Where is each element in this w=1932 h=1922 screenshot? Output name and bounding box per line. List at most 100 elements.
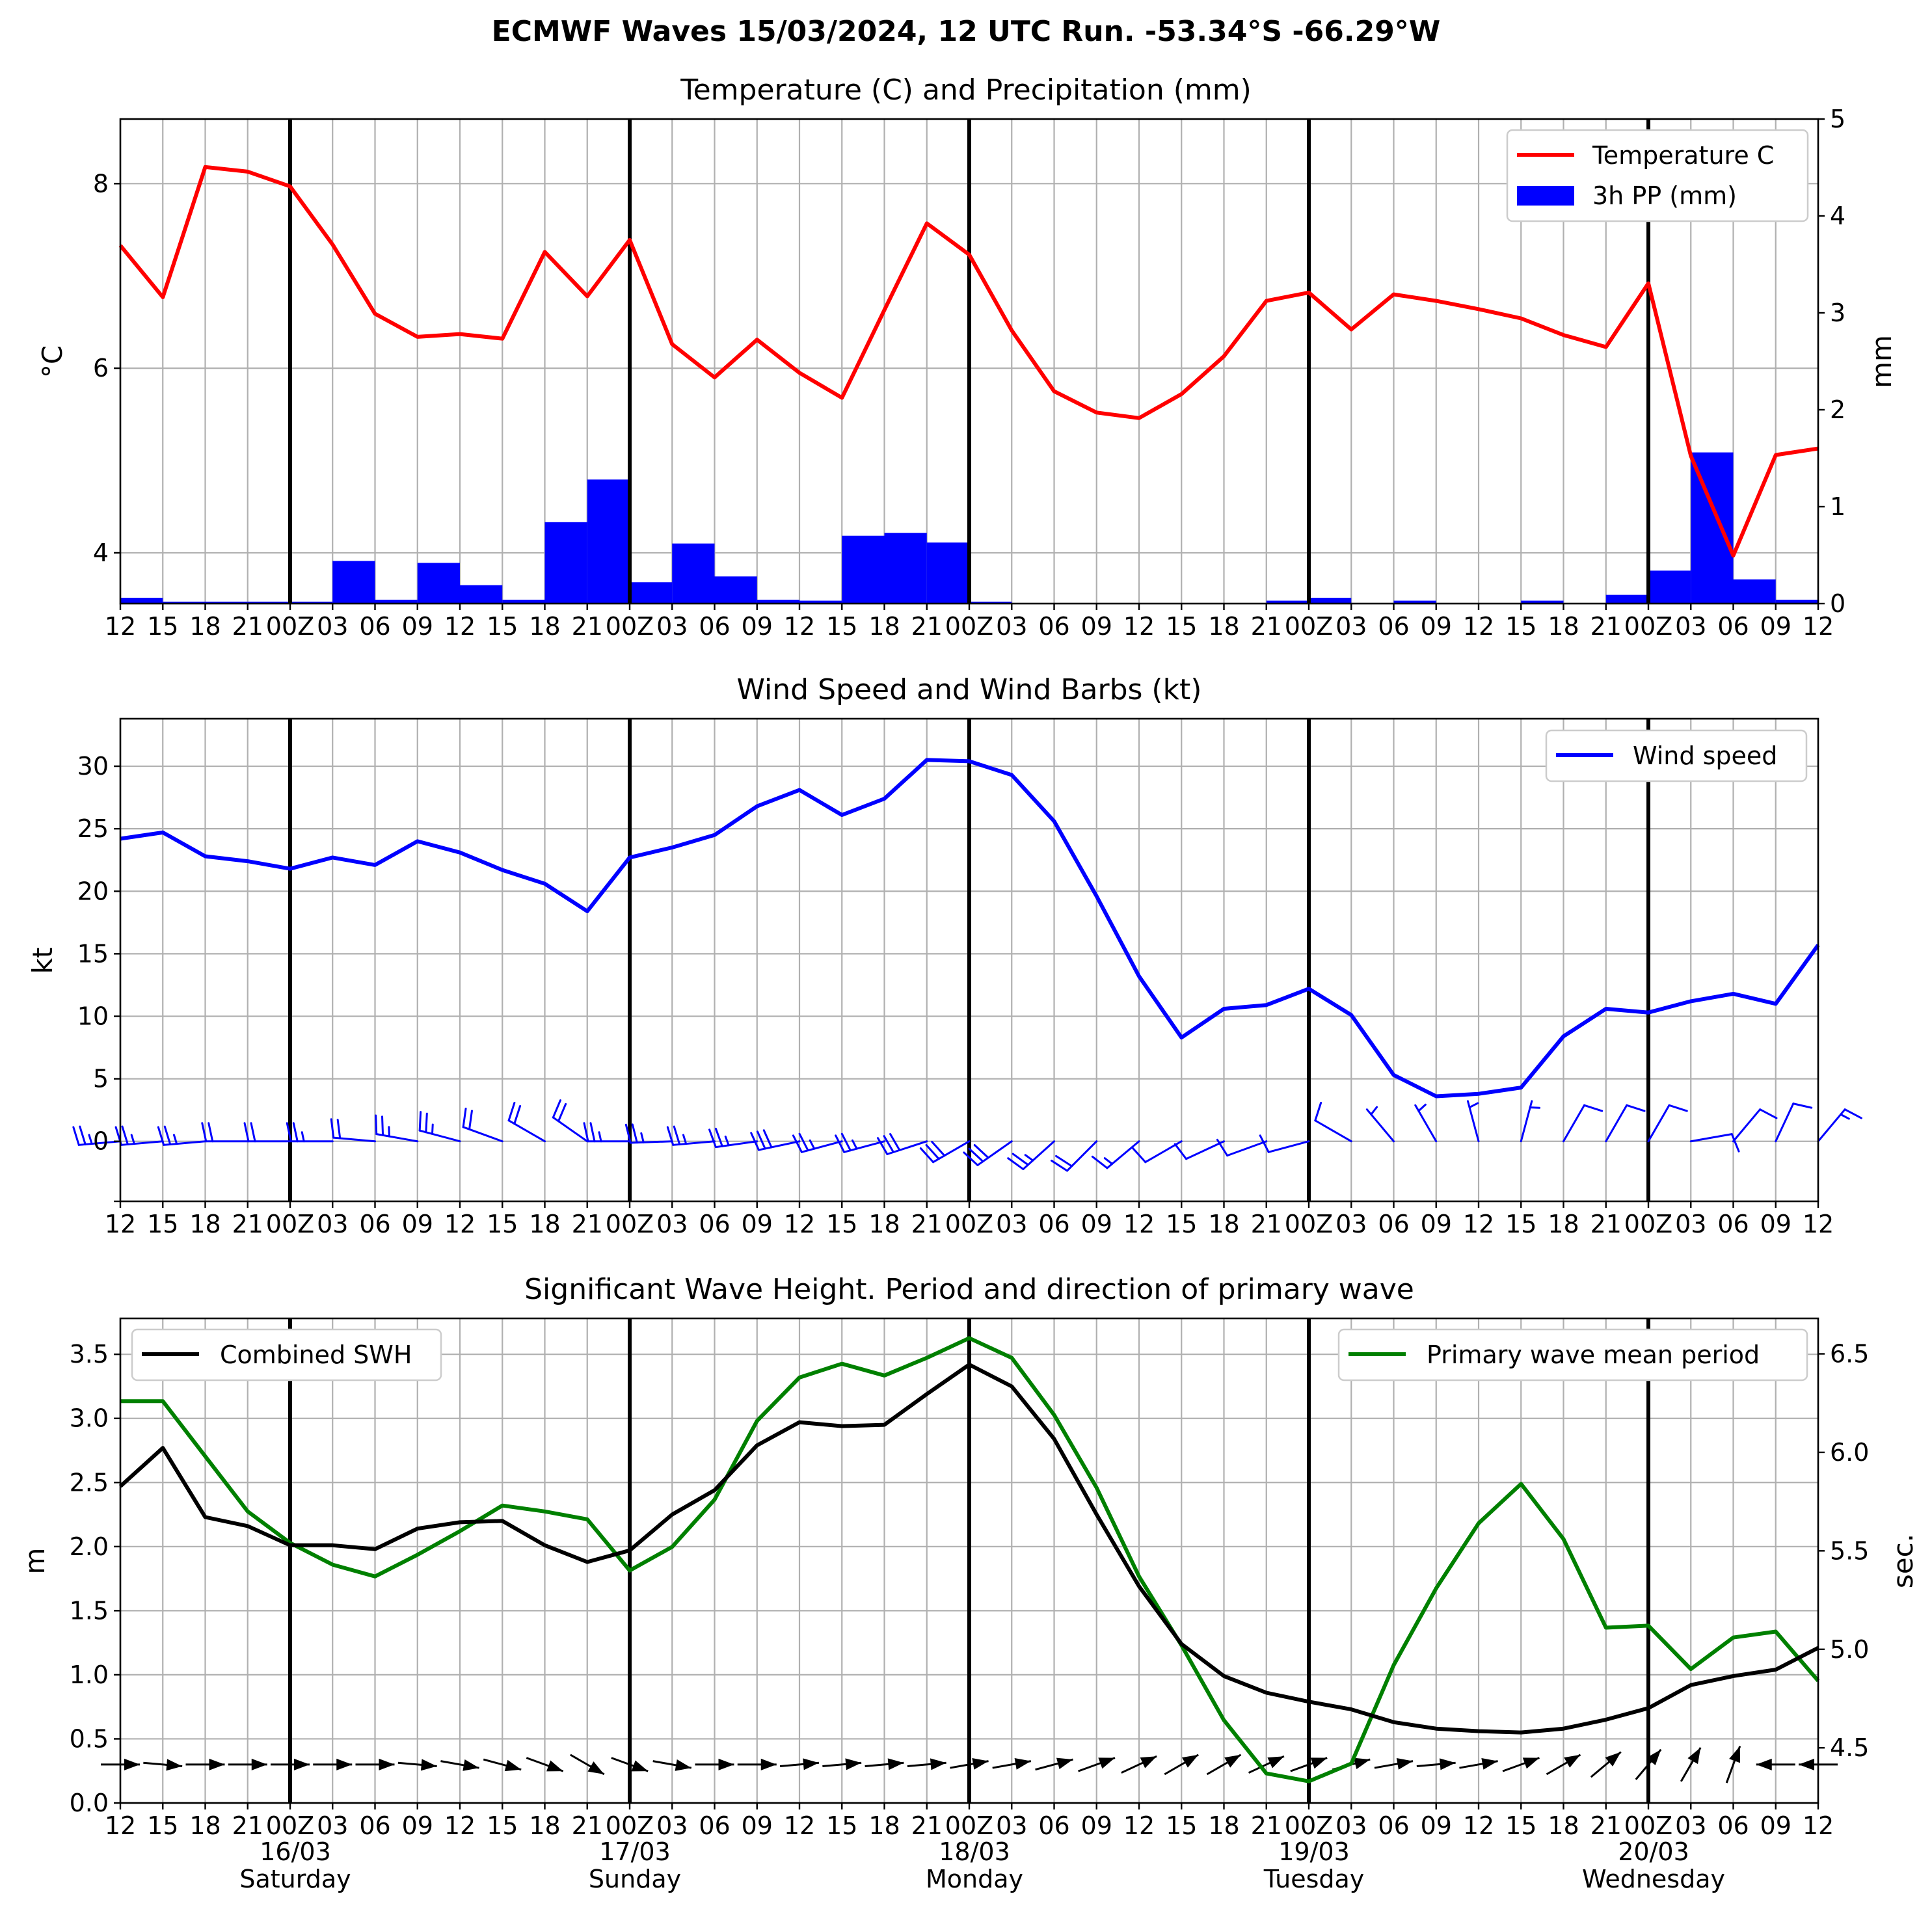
x-tick-label: 03 (656, 1210, 688, 1238)
wind-barb-feather (1730, 1133, 1740, 1153)
x-tick-label: 09 (1081, 1811, 1112, 1840)
x-tick-label: 12 (1463, 1811, 1494, 1840)
wind-barb-feather (286, 1122, 292, 1143)
x-tick-label: 15 (147, 1210, 178, 1238)
legend-label-period: Primary wave mean period (1427, 1341, 1760, 1369)
precip-bar (502, 600, 545, 604)
wind-barb (835, 1132, 885, 1153)
wind-barb (1775, 1102, 1813, 1143)
wind-barb-feather (840, 1132, 852, 1152)
arrow-head (1687, 1747, 1701, 1765)
y-tick-label: 0 (93, 1127, 109, 1156)
wind-barb (1466, 1100, 1480, 1143)
arrow-head (546, 1760, 563, 1772)
x-tick-label: 21 (232, 1811, 263, 1840)
x-tick-label: 09 (1421, 612, 1452, 641)
wind-barb (1365, 1106, 1395, 1143)
x-tick-label: 21 (1590, 612, 1622, 641)
precip-bar (205, 602, 248, 604)
x-tick-label: 00Z (1285, 1210, 1333, 1238)
y-tick-label: 5.5 (1830, 1536, 1869, 1565)
x-tick-label: 06 (1038, 612, 1069, 641)
wind-barb-feather (963, 1151, 979, 1166)
x-tick-label: 09 (1760, 1210, 1791, 1238)
x-tick-label: 09 (402, 1210, 433, 1238)
precip-bars (120, 452, 1818, 604)
x-tick-label: 12 (105, 1811, 136, 1840)
arrow-head (294, 1758, 310, 1770)
x-tick-label: 00Z (1624, 1210, 1672, 1238)
swh-line (118, 1363, 1819, 1735)
legend-period: Primary wave mean period (1337, 1328, 1808, 1381)
x-tick-label: 03 (656, 612, 688, 641)
wind-barb-half-feather (1024, 1154, 1034, 1162)
wave-direction-arrow (440, 1759, 479, 1771)
y-ticks-right: 4.5 5.0 5.5 6.0 6.5 (1818, 1340, 1869, 1762)
wind-barb-feather (1583, 1104, 1603, 1112)
x-tick-label: 15 (826, 612, 857, 641)
arrow-head (1396, 1757, 1414, 1770)
x-tick-label: 09 (742, 1811, 773, 1840)
x-tick-label: 09 (1421, 1811, 1452, 1840)
wind-barbs (72, 1099, 1862, 1172)
wave-direction-arrow (1374, 1757, 1414, 1770)
x-tick-label: 00Z (606, 1811, 654, 1840)
day-date-label: 16/03 (260, 1837, 331, 1866)
precip-bar (375, 600, 418, 604)
x-tick-label: 12 (784, 1811, 815, 1840)
x-tick-label: 15 (1166, 1210, 1197, 1238)
x-tick-label: 18 (189, 612, 221, 641)
y-tick-label: 0.0 (70, 1789, 109, 1817)
arrow-head (1439, 1758, 1456, 1770)
x-tick-label: 21 (1251, 612, 1282, 641)
wind-barb-feather (557, 1102, 567, 1123)
legend-label-temperature: Temperature C (1592, 141, 1774, 170)
arrow-head (845, 1758, 862, 1770)
wind-speed-line (120, 758, 1820, 1099)
arrow-head (1605, 1752, 1621, 1767)
x-tick-label: 06 (1717, 1210, 1749, 1238)
x-tick-label: 03 (1335, 612, 1367, 641)
x-tick-label: 15 (1505, 1210, 1536, 1238)
x-tick-label: 06 (1717, 1811, 1749, 1840)
arrow-head (251, 1758, 267, 1770)
wind-barb-feather (631, 1123, 638, 1144)
x-tick-label: 21 (911, 1811, 943, 1840)
wind-barb-half-feather (431, 1123, 434, 1135)
legend-box (1506, 129, 1809, 222)
wind-barb-feather (1007, 1157, 1025, 1171)
x-tick-label: 12 (1803, 1210, 1834, 1238)
x-tick-label: 06 (699, 612, 730, 641)
wind-barb-feather (336, 1119, 342, 1140)
x-tick-label: 18 (1208, 1811, 1239, 1840)
wind-barb-staff (1267, 1140, 1310, 1153)
wind-barb-feather (762, 1129, 773, 1149)
legend-label-precip: 3h PP (mm) (1592, 181, 1737, 210)
wind-barb (243, 1122, 291, 1143)
wind-barb-feather (883, 1135, 894, 1153)
wind-barb-half-feather (1468, 1102, 1479, 1109)
precip-bar (1733, 579, 1776, 604)
precip-bar (969, 602, 1012, 604)
wind-barb-feather (583, 1122, 589, 1143)
wind-barb (462, 1107, 503, 1143)
x-tick-label: 06 (1378, 612, 1409, 641)
x-tick-label: 06 (359, 1811, 390, 1840)
wind-barb-feather (1759, 1108, 1778, 1119)
x-tick-label: 12 (444, 612, 476, 641)
wind-barb-half-feather (598, 1131, 602, 1143)
day-weekday-label: Sunday (589, 1865, 681, 1893)
x-tick-label: 18 (1548, 612, 1579, 641)
x-tick-label: 15 (487, 612, 518, 641)
y-tick-label: 8 (93, 169, 109, 198)
x-tick-label: 00Z (1285, 612, 1333, 641)
wind-barb-feather (79, 1125, 87, 1145)
x-tick-label: 06 (359, 612, 390, 641)
x-tick-label: 03 (996, 1210, 1027, 1238)
arrow-head (887, 1758, 904, 1770)
wind-barb-feather (1668, 1104, 1688, 1112)
precip-bar (757, 600, 799, 604)
y-tick-label: 2 (1830, 395, 1845, 424)
precip-bar (1691, 452, 1734, 604)
precip-bar (842, 535, 885, 604)
